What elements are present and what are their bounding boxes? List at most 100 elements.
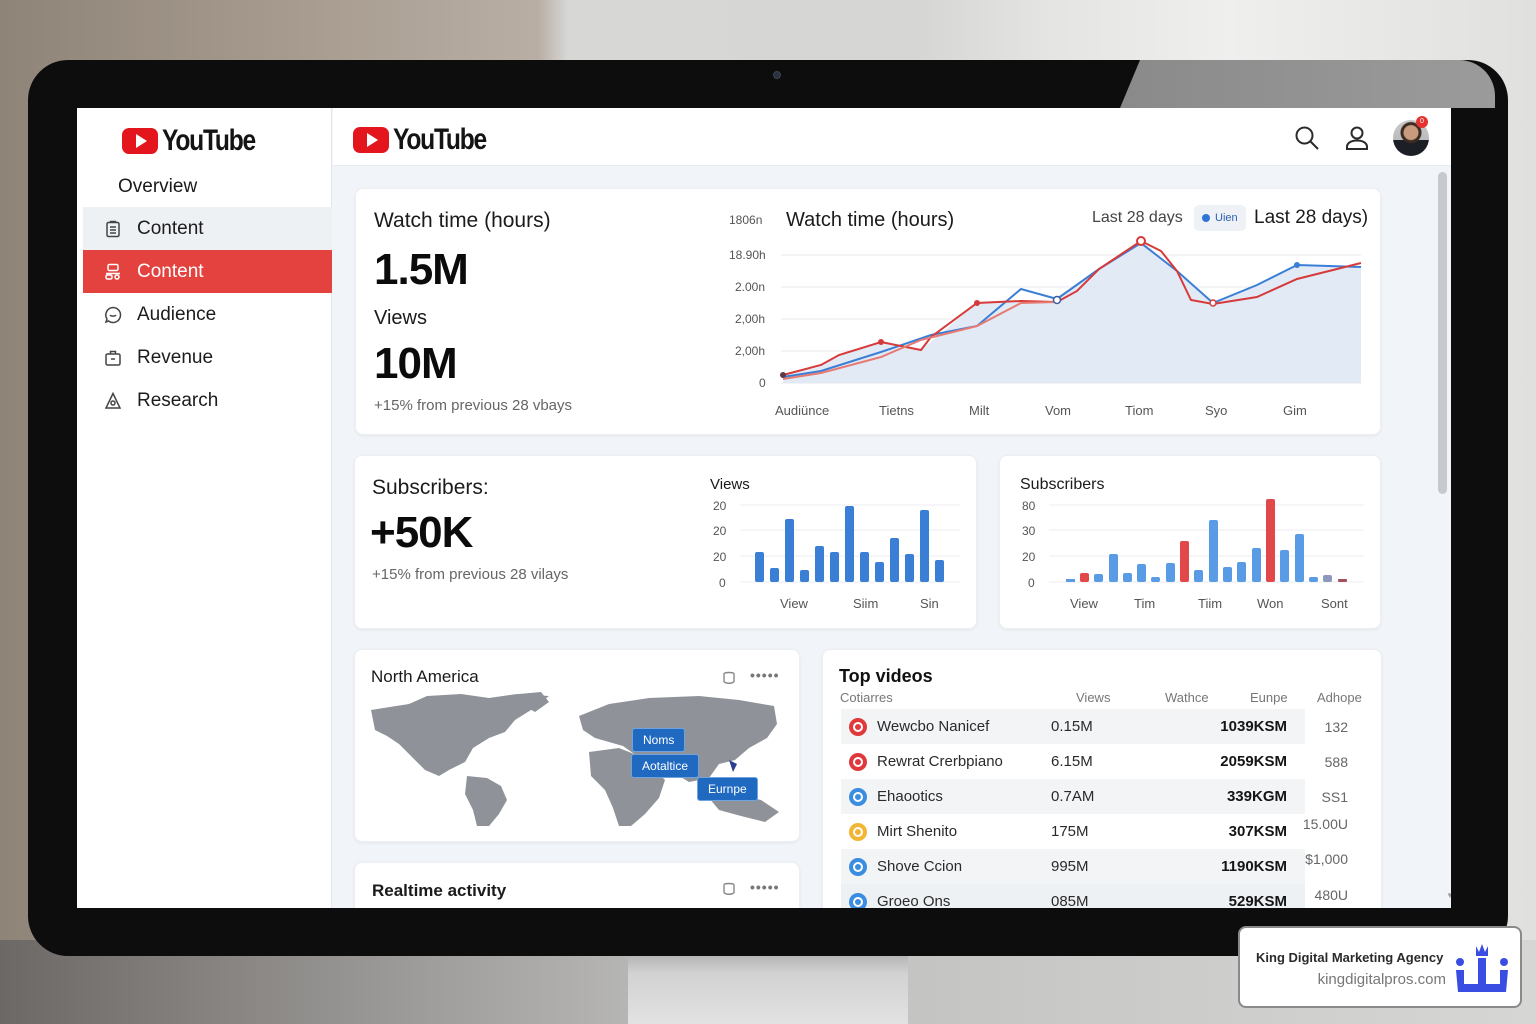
y-tick: 1806n bbox=[729, 213, 762, 227]
bezel-reflection bbox=[1120, 60, 1495, 108]
table-row[interactable]: Ehaootics 0.7AM 339KGM bbox=[841, 779, 1305, 814]
svg-text:20: 20 bbox=[713, 499, 727, 513]
svg-text:Tiim: Tiim bbox=[1198, 596, 1222, 611]
range-label-bold[interactable]: Last 28 days) bbox=[1254, 207, 1369, 228]
video-extra-value: 480U bbox=[1314, 887, 1348, 903]
brand-wordmark: YouTube bbox=[162, 124, 256, 157]
user-icon[interactable] bbox=[1343, 124, 1371, 152]
watch-change-text: +15% from previous 28 vbays bbox=[374, 397, 573, 414]
more-options-icon[interactable]: ••••• bbox=[750, 879, 780, 895]
sidebar-item-content-active[interactable]: Content bbox=[83, 250, 332, 293]
youtube-logo-header[interactable]: YouTube bbox=[353, 123, 506, 157]
research-icon bbox=[104, 391, 122, 409]
video-title: Rewrat Crerbpiano bbox=[877, 753, 1003, 770]
sidebar-item-overview[interactable]: Overview bbox=[118, 176, 198, 197]
column-header[interactable]: Wathce bbox=[1165, 690, 1209, 705]
table-row[interactable]: Mirt Shenito 175M 307KSM bbox=[841, 814, 1305, 849]
youtube-logo[interactable]: YouTube bbox=[122, 124, 275, 158]
sidebar-item-content[interactable]: Content bbox=[83, 207, 332, 250]
video-watch-time: 339KGM bbox=[1226, 788, 1287, 805]
sidebar-item-label: Revenue bbox=[137, 346, 214, 368]
watch-time-card: Watch time (hours) 1.5M Views 10M +15% f… bbox=[355, 188, 1381, 435]
sidebar: YouTube Overview Content Content Audienc… bbox=[77, 108, 332, 908]
map-region-tag[interactable]: Eurnpe bbox=[697, 777, 758, 801]
svg-text:Gim: Gim bbox=[1283, 403, 1307, 418]
table-row[interactable]: Rewrat Crerbpiano 6.15M 2059KSM bbox=[841, 744, 1305, 779]
svg-text:20: 20 bbox=[713, 550, 727, 564]
bookmark-icon[interactable] bbox=[721, 670, 737, 686]
svg-text:30: 30 bbox=[1022, 524, 1036, 538]
svg-text:Syo: Syo bbox=[1205, 403, 1227, 418]
dashboard-screen: YouTube Overview Content Content Audienc… bbox=[77, 108, 1451, 908]
views-chart-title: Views bbox=[710, 476, 750, 493]
video-title: Shove Ccion bbox=[877, 858, 963, 875]
svg-text:0: 0 bbox=[719, 576, 726, 590]
sidebar-item-research[interactable]: Research bbox=[83, 379, 332, 422]
chart-title: Watch time (hours) bbox=[786, 209, 955, 231]
svg-text:2,00h: 2,00h bbox=[735, 344, 765, 358]
map-region-tag[interactable]: Noms bbox=[632, 728, 686, 752]
column-header[interactable]: Views bbox=[1076, 690, 1111, 705]
notification-badge: 0 bbox=[1416, 116, 1428, 128]
video-watch-time: 1190KSM bbox=[1221, 858, 1287, 875]
subscribers-card: Subscribers: +50K +15% from previous 28 … bbox=[354, 455, 977, 629]
svg-text:18.90h: 18.90h bbox=[729, 248, 766, 262]
subscribers-change-text: +15% from previous 28 vilays bbox=[372, 566, 569, 583]
top-videos-title: Top videos bbox=[839, 666, 933, 686]
video-views: 0.7AM bbox=[1051, 788, 1095, 805]
svg-text:View: View bbox=[780, 596, 809, 611]
views-label: Views bbox=[374, 307, 427, 329]
video-icon bbox=[849, 717, 867, 736]
video-extra-value: SS1 bbox=[1321, 789, 1348, 805]
search-icon[interactable] bbox=[1293, 124, 1321, 152]
legend-dot-icon bbox=[1202, 214, 1210, 222]
sidebar-item-audience[interactable]: Audience bbox=[83, 293, 332, 336]
bookmark-icon[interactable] bbox=[721, 881, 737, 897]
watch-time-line-chart: 1806n 18.90h 2.00n 2,00h 2,00h 0 Audiünc… bbox=[729, 213, 1362, 418]
views-value: 10M bbox=[374, 339, 458, 388]
video-title: Ehaootics bbox=[877, 788, 943, 805]
map-region-tag[interactable]: Aotaltice bbox=[631, 754, 700, 778]
world-map bbox=[371, 692, 779, 826]
legend-pill[interactable]: Uien bbox=[1194, 205, 1246, 231]
sidebar-item-label: Audience bbox=[137, 303, 217, 325]
column-header[interactable]: Adhope bbox=[1317, 690, 1362, 705]
video-views: 0.15M bbox=[1051, 718, 1093, 735]
video-icon bbox=[849, 752, 867, 771]
svg-text:20: 20 bbox=[713, 524, 727, 538]
video-icon bbox=[849, 787, 867, 806]
svg-text:Vom: Vom bbox=[1045, 403, 1071, 418]
more-options-icon[interactable]: ••••• bbox=[750, 667, 780, 683]
svg-text:View: View bbox=[1070, 596, 1099, 611]
scroll-down-arrow-icon[interactable]: ▼ bbox=[1446, 891, 1451, 900]
sidebar-item-revenue[interactable]: Revenue bbox=[83, 336, 332, 379]
subscribers-bar-chart: 80 30 20 0 View Tim Tiim Won Sont bbox=[1022, 499, 1364, 611]
youtube-play-icon bbox=[353, 127, 389, 153]
scrollbar[interactable] bbox=[1438, 172, 1447, 494]
x-label: Audiünce bbox=[775, 403, 829, 418]
video-title: Mirt Shenito bbox=[877, 823, 958, 840]
subscribers-title: Subscribers: bbox=[372, 476, 489, 499]
agency-name: King Digital Marketing Agency bbox=[1256, 950, 1444, 965]
realtime-card: Realtime activity ••••• bbox=[354, 862, 800, 908]
svg-text:0: 0 bbox=[759, 376, 766, 390]
table-row[interactable]: Shove Ccion 995M 1190KSM bbox=[841, 849, 1305, 884]
svg-text:0: 0 bbox=[1028, 576, 1035, 590]
legend-label: Uien bbox=[1215, 212, 1238, 224]
sidebar-nav: Content Content Audience Revenue Researc… bbox=[83, 207, 332, 422]
table-row[interactable]: Wewcbo Nanicef 0.15M 1039KSM bbox=[841, 709, 1305, 744]
svg-text:80: 80 bbox=[1022, 499, 1036, 513]
svg-text:Sont: Sont bbox=[1321, 596, 1348, 611]
video-icon bbox=[849, 892, 867, 908]
video-extra-value: 132 bbox=[1324, 719, 1348, 735]
youtube-play-icon bbox=[122, 128, 158, 154]
table-row[interactable]: Groeo Ons 085M 529KSM bbox=[841, 884, 1305, 908]
agency-url: kingdigitalpros.com bbox=[1317, 971, 1446, 988]
svg-text:Tietns: Tietns bbox=[879, 403, 914, 418]
svg-text:2.00n: 2.00n bbox=[735, 280, 765, 294]
svg-text:Sin: Sin bbox=[920, 596, 939, 611]
crown-logo-icon bbox=[1456, 944, 1508, 992]
svg-text:20: 20 bbox=[1022, 550, 1036, 564]
column-header[interactable]: Cotiarres bbox=[840, 690, 893, 705]
column-header[interactable]: Eunpe bbox=[1250, 690, 1288, 705]
